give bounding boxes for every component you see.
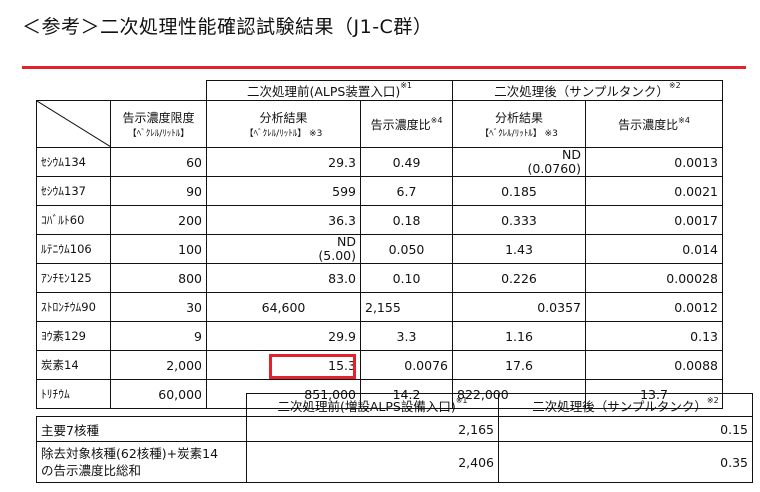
pre-result: 29.9 bbox=[206, 321, 361, 351]
table-row: ｺﾊﾞﾙﾄ60 200 36.3 0.18 0.333 0.0017 bbox=[36, 205, 723, 235]
highlight-box bbox=[269, 354, 356, 379]
post-result: 17.6 bbox=[452, 350, 586, 380]
table-row: ﾖｳ素129 9 29.9 3.3 1.16 0.13 bbox=[36, 321, 723, 351]
pre-ratio: 0.18 bbox=[360, 205, 453, 235]
pre-result: 36.3 bbox=[206, 205, 361, 235]
limit-value: 800 bbox=[110, 263, 207, 293]
pre-result: 64,600 bbox=[206, 292, 361, 322]
pre-result: 599 bbox=[206, 176, 361, 206]
limit-value: 200 bbox=[110, 205, 207, 235]
limit-value: 30 bbox=[110, 292, 207, 322]
pre-ratio: 0.49 bbox=[360, 147, 453, 177]
nuclide-name: ｾｼｳﾑ134 bbox=[36, 147, 111, 177]
table-row: ｽﾄﾛﾝﾁｳﾑ90 30 64,600 2,155 0.0357 0.0012 bbox=[36, 292, 723, 322]
pre-ratio: 3.3 bbox=[360, 321, 453, 351]
pre-result: 29.3 bbox=[206, 147, 361, 177]
nuclide-name: ｾｼｳﾑ137 bbox=[36, 176, 111, 206]
page-title: ＜参考＞二次処理性能確認試験結果（J1-C群） bbox=[22, 16, 433, 38]
post-ratio: 0.0021 bbox=[585, 176, 723, 206]
summary-label: 除去対象核種(62核種)+炭素14 の告示濃度比総和 bbox=[36, 441, 247, 483]
title-underline bbox=[22, 66, 746, 69]
limit-value: 2,000 bbox=[110, 350, 207, 380]
summary-header-post: 二次処理後（サンプルタンク）※2 bbox=[498, 393, 753, 417]
post-result: 1.43 bbox=[452, 234, 586, 264]
pre-ratio: 6.7 bbox=[360, 176, 453, 206]
limit-value: 90 bbox=[110, 176, 207, 206]
pre-result: ND (5.00) bbox=[206, 234, 361, 264]
limit-value: 100 bbox=[110, 234, 207, 264]
post-ratio: 0.0088 bbox=[585, 350, 723, 380]
table-row: ｱﾝﾁﾓﾝ125 800 83.0 0.10 0.226 0.00028 bbox=[36, 263, 723, 293]
column-header-limit: 告示濃度限度 【ﾍﾞｸﾚﾙ/ﾘｯﾄﾙ】 bbox=[110, 100, 207, 148]
post-ratio: 0.0013 bbox=[585, 147, 723, 177]
pre-ratio: 2,155 bbox=[360, 292, 453, 322]
post-result: 0.185 bbox=[452, 176, 586, 206]
nuclide-name: ｽﾄﾛﾝﾁｳﾑ90 bbox=[36, 292, 111, 322]
summary-post-value: 0.15 bbox=[498, 416, 753, 442]
pre-ratio: 0.0076 bbox=[360, 350, 453, 380]
post-ratio: 0.0012 bbox=[585, 292, 723, 322]
pre-ratio: 0.10 bbox=[360, 263, 453, 293]
pre-ratio: 0.050 bbox=[360, 234, 453, 264]
group-header-post: 二次処理後（サンプルタンク）※2 bbox=[452, 80, 723, 101]
nuclide-name: 炭素14 bbox=[36, 350, 111, 380]
column-header-pre-result: 分析結果 【ﾍﾞｸﾚﾙ/ﾘｯﾄﾙ】 ※3 bbox=[206, 100, 361, 148]
nuclide-name: ｺﾊﾞﾙﾄ60 bbox=[36, 205, 111, 235]
summary-pre-value: 2,406 bbox=[246, 441, 499, 483]
post-ratio: 0.0017 bbox=[585, 205, 723, 235]
limit-value: 60 bbox=[110, 147, 207, 177]
summary-header-pre: 二次処理前(増設ALPS設備入口)※1 bbox=[246, 393, 499, 417]
corner-diagonal-cell bbox=[36, 100, 111, 148]
column-header-post-result: 分析結果 【ﾍﾞｸﾚﾙ/ﾘｯﾄﾙ】 ※3 bbox=[452, 100, 586, 148]
table-row: ﾙﾃﾆｳﾑ106 100 ND (5.00) 0.050 1.43 0.014 bbox=[36, 234, 723, 264]
limit-value: 9 bbox=[110, 321, 207, 351]
table-row: ｾｼｳﾑ134 60 29.3 0.49 ND (0.0760) 0.0013 bbox=[36, 147, 723, 177]
group-header-pre: 二次処理前(ALPS装置入口)※1 bbox=[206, 80, 453, 101]
post-ratio: 0.014 bbox=[585, 234, 723, 264]
table-row: 炭素14 2,000 15.3 0.0076 17.6 0.0088 bbox=[36, 350, 723, 380]
table-row: 主要7核種 2,165 0.15 bbox=[36, 416, 753, 442]
nuclide-name: ﾖｳ素129 bbox=[36, 321, 111, 351]
summary-table: 二次処理前(増設ALPS設備入口)※1 二次処理後（サンプルタンク）※2 主要7… bbox=[36, 393, 753, 483]
post-result: 0.333 bbox=[452, 205, 586, 235]
summary-post-value: 0.35 bbox=[498, 441, 753, 483]
post-result: 1.16 bbox=[452, 321, 586, 351]
post-result: ND (0.0760) bbox=[452, 147, 586, 177]
post-result: 0.226 bbox=[452, 263, 586, 293]
summary-pre-value: 2,165 bbox=[246, 416, 499, 442]
pre-result: 83.0 bbox=[206, 263, 361, 293]
column-header-pre-ratio: 告示濃度比※4 bbox=[360, 100, 453, 148]
post-ratio: 0.13 bbox=[585, 321, 723, 351]
summary-label: 主要7核種 bbox=[36, 416, 247, 442]
table-row: 除去対象核種(62核種)+炭素14 の告示濃度比総和 2,406 0.35 bbox=[36, 441, 753, 483]
column-header-post-ratio: 告示濃度比※4 bbox=[585, 100, 723, 148]
nuclide-name: ﾙﾃﾆｳﾑ106 bbox=[36, 234, 111, 264]
post-ratio: 0.00028 bbox=[585, 263, 723, 293]
nuclide-name: ｱﾝﾁﾓﾝ125 bbox=[36, 263, 111, 293]
results-table: 二次処理前(ALPS装置入口)※1 二次処理後（サンプルタンク）※2 告示濃度限… bbox=[36, 80, 723, 409]
post-result: 0.0357 bbox=[452, 292, 586, 322]
table-row: ｾｼｳﾑ137 90 599 6.7 0.185 0.0021 bbox=[36, 176, 723, 206]
